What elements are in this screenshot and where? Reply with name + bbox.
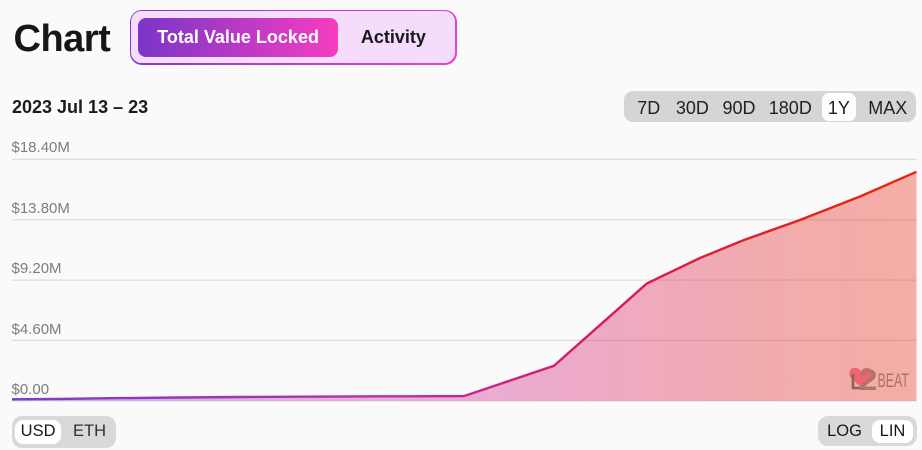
svg-text:BEAT: BEAT [878,370,910,392]
svg-text:2: 2 [859,364,878,397]
